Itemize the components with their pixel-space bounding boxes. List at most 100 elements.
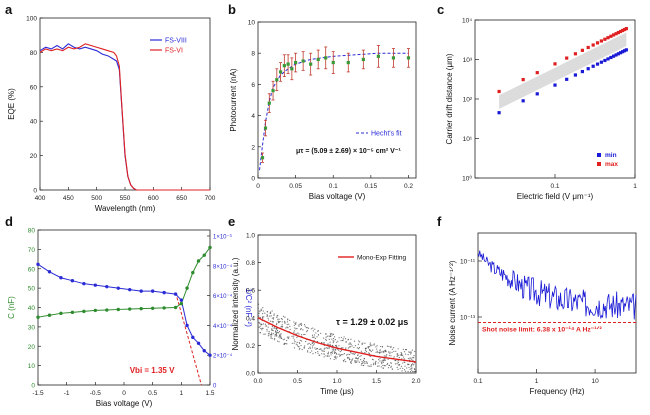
d-data-point-c — [173, 305, 178, 310]
e-data-point — [271, 325, 274, 328]
e-data-point — [404, 353, 407, 355]
e-data-point — [310, 328, 312, 330]
e-data-point — [339, 351, 341, 353]
c-data-point-max — [565, 56, 569, 60]
e-y-tick-label: 1.0 — [246, 233, 255, 240]
e-data-point — [293, 330, 295, 332]
e-data-point — [273, 314, 275, 316]
e-data-point — [390, 345, 392, 348]
b-data-point — [282, 64, 286, 68]
e-data-point — [305, 327, 307, 329]
c-y-tick-label: 10⁰ — [462, 175, 472, 183]
c-data-point-max — [595, 41, 600, 45]
e-data-point — [285, 342, 287, 345]
e-data-point — [284, 322, 286, 324]
e-data-point — [329, 352, 332, 354]
e-data-point — [321, 341, 323, 344]
e-data-point — [353, 346, 355, 349]
b-annotation: μτ = (5.09 ± 2.69) × 10⁻⁵ cm² V⁻¹ — [296, 148, 401, 155]
d-y2-tick-label: 6×10⁻⁴ — [213, 293, 233, 300]
e-data-point — [363, 357, 366, 360]
e-panel-label: e — [228, 214, 235, 229]
e-data-point — [350, 343, 352, 345]
c-data-point-min — [580, 69, 584, 74]
e-data-point — [342, 353, 344, 356]
e-data-point — [286, 326, 288, 328]
e-data-point — [258, 315, 260, 317]
e-data-point — [295, 328, 297, 330]
d-data-point-c — [150, 306, 155, 310]
e-data-point — [295, 343, 297, 345]
e-data-point — [343, 336, 345, 338]
e-data-point — [349, 359, 351, 361]
e-data-point — [327, 355, 329, 357]
e-data-point — [387, 358, 389, 361]
e-y-tick-label: 0.2 — [246, 343, 255, 350]
e-data-point — [262, 323, 265, 325]
e-data-point — [273, 313, 275, 315]
e-data-point — [286, 336, 289, 338]
e-data-point — [283, 338, 286, 340]
e-data-point — [408, 363, 410, 365]
e-data-point — [334, 349, 337, 351]
e-data-point — [266, 311, 268, 313]
e-data-point — [388, 354, 390, 357]
e-data-point — [272, 320, 274, 323]
c-data-point-min — [622, 49, 627, 53]
b-data-point — [271, 89, 275, 93]
e-data-point — [362, 364, 364, 367]
e-data-point — [259, 325, 261, 327]
e-data-point — [396, 366, 398, 369]
e-data-point — [331, 338, 333, 340]
e-data-point — [370, 350, 372, 353]
e-data-point — [287, 319, 289, 321]
e-data-point — [271, 310, 273, 312]
d-x-tick-label: 0.5 — [148, 390, 157, 397]
c-data-point-min — [614, 53, 618, 57]
e-data-point — [334, 352, 336, 354]
e-data-point — [311, 350, 313, 352]
e-data-point — [311, 347, 314, 349]
e-data-point — [330, 335, 332, 338]
b-data-point — [391, 56, 396, 60]
e-data-point — [397, 364, 399, 366]
e-data-point — [280, 336, 282, 338]
e-data-point — [343, 353, 346, 355]
a-y-tick-label: 40 — [30, 119, 38, 126]
b-data-point — [316, 57, 320, 62]
e-data-point — [353, 360, 356, 362]
d-data-point-c — [36, 315, 40, 319]
e-data-point — [265, 325, 267, 327]
e-data-point — [388, 345, 390, 348]
e-data-point — [349, 361, 352, 363]
e-data-point — [276, 316, 278, 319]
e-data-point — [259, 331, 261, 334]
e-data-point — [373, 344, 375, 346]
d-data-point-invc2 — [202, 349, 206, 353]
e-data-point — [404, 365, 406, 367]
e-data-point — [346, 354, 348, 356]
f-panel-label: f — [437, 214, 442, 229]
e-data-point — [293, 339, 295, 341]
e-data-point — [357, 358, 359, 360]
e-data-point — [365, 351, 368, 353]
e-data-point — [284, 316, 286, 318]
c-legend-swatch-0 — [597, 153, 601, 157]
d-data-point-invc2 — [208, 353, 212, 357]
e-data-point — [277, 340, 279, 342]
e-data-point — [276, 322, 278, 324]
d-y-tick-label: 40 — [28, 305, 36, 312]
c-data-point-min — [565, 77, 569, 81]
e-data-point — [375, 362, 377, 364]
c-data-point-max — [616, 30, 620, 35]
e-data-point — [281, 321, 283, 323]
a-series-line-0 — [39, 43, 210, 191]
e-data-point — [371, 344, 373, 346]
e-data-point — [330, 354, 332, 356]
e-data-point — [291, 342, 293, 344]
e-data-point — [347, 338, 349, 340]
b-data-point — [301, 59, 305, 63]
e-data-point — [408, 366, 410, 369]
e-data-point — [342, 347, 344, 349]
